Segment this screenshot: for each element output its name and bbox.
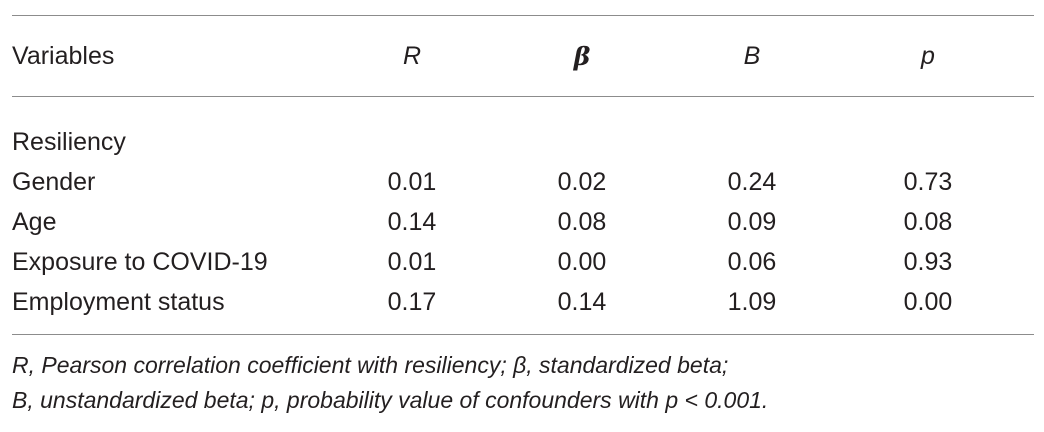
cell-r: 0.01	[387, 167, 437, 196]
header-b: B	[682, 16, 822, 96]
header-p: p	[822, 16, 1034, 96]
cell-p: 0.08	[903, 207, 953, 236]
cell-b: 1.09	[727, 287, 777, 316]
cell-b: 0.06	[727, 247, 777, 276]
row-label: Age	[12, 207, 57, 236]
header-beta: β	[482, 16, 682, 96]
cell-b: 0.09	[727, 207, 777, 236]
header-variables: Variables	[12, 41, 115, 70]
cell-beta: 0.14	[557, 287, 607, 316]
cell-p: 0.00	[903, 287, 953, 316]
header-beta-label: β	[573, 41, 591, 71]
cell-beta: 0.08	[557, 207, 607, 236]
cell-b: 0.24	[727, 167, 777, 196]
footnote-line-2: B, unstandardized beta; p, probability v…	[12, 387, 769, 413]
table-row: Exposure to COVID-19 0.01 0.00 0.06 0.93	[12, 242, 1034, 282]
table-row: Gender 0.01 0.02 0.24 0.73	[12, 162, 1034, 202]
cell-r: 0.14	[387, 207, 437, 236]
table-top-rule	[12, 15, 1034, 16]
row-label: Exposure to COVID-19	[12, 247, 268, 276]
cell-r: 0.01	[387, 247, 437, 276]
table-bottom-rule	[12, 334, 1034, 335]
table-header-row: Variables R β B p	[12, 16, 1034, 96]
header-p-label: p	[921, 41, 935, 70]
cell-r: 0.17	[387, 287, 437, 316]
header-r: R	[342, 16, 482, 96]
header-b-label: B	[743, 41, 761, 70]
cell-p: 0.93	[903, 247, 953, 276]
row-label: Gender	[12, 167, 96, 196]
footnote-line-1: R, Pearson correlation coefficient with …	[12, 352, 729, 378]
table-row: Age 0.14 0.08 0.09 0.08	[12, 202, 1034, 242]
section-label: Resiliency	[12, 127, 126, 156]
results-table: Variables R β B p Resiliency Gender 0.01…	[12, 16, 1034, 322]
table-row: Employment status 0.17 0.14 1.09 0.00	[12, 282, 1034, 322]
cell-p: 0.73	[903, 167, 953, 196]
cell-beta: 0.00	[557, 247, 607, 276]
header-r-label: R	[402, 41, 422, 70]
section-row: Resiliency	[12, 96, 1034, 162]
table-header-rule	[12, 96, 1034, 97]
row-label: Employment status	[12, 287, 225, 316]
cell-beta: 0.02	[557, 167, 607, 196]
table-footnote: R, Pearson correlation coefficient with …	[12, 348, 1034, 418]
